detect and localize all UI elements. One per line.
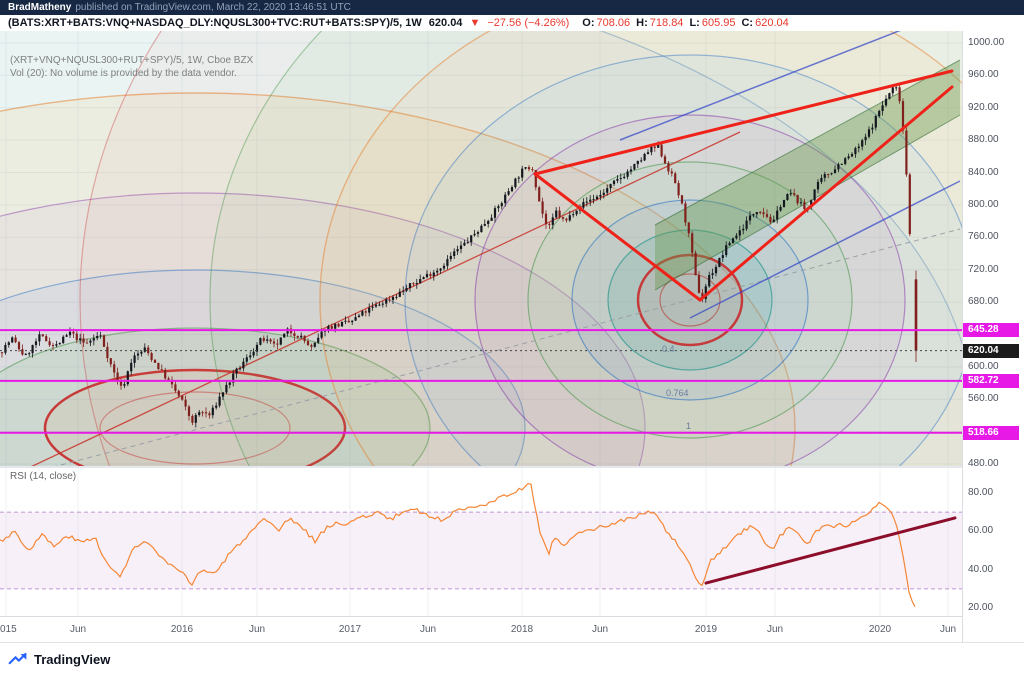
ohlc-row: O: 708.06 H: 718.84 L: 605.95 C: 620.04 xyxy=(576,15,788,31)
dashed-trendline xyxy=(55,228,961,466)
time-axis-label: 2017 xyxy=(338,624,362,635)
time-axis-label: Jun xyxy=(419,624,437,635)
price-axis-label: 840.00 xyxy=(968,166,999,178)
ohlc-value: 708.06 xyxy=(596,17,631,29)
ohlc-label: L: xyxy=(689,17,700,29)
author-name[interactable]: BradMatheny xyxy=(8,2,72,13)
time-axis-label: Jun xyxy=(69,624,87,635)
last-price: 620.04 xyxy=(428,17,463,29)
tradingview-logo-icon[interactable] xyxy=(8,650,28,668)
tradingview-wordmark[interactable]: TradingView xyxy=(34,651,111,667)
blue-channel-line[interactable] xyxy=(689,180,961,319)
price-axis-label: 600.00 xyxy=(968,360,999,372)
price-axis-label: 720.00 xyxy=(968,263,999,275)
time-axis-label: Jun xyxy=(939,624,957,635)
rsi-axis-label: 80.00 xyxy=(968,487,994,498)
time-axis-label: Jun xyxy=(248,624,266,635)
price-axis-label: 1000.00 xyxy=(968,37,1005,48)
red-triangle-trendline[interactable] xyxy=(698,85,954,302)
price-axis-label: 480.00 xyxy=(968,458,999,469)
green-channel[interactable] xyxy=(655,60,960,290)
main-price-chart[interactable]: 0.4 0.764 1 xyxy=(0,31,963,466)
rsi-line xyxy=(0,482,916,607)
ohlc-value: 605.95 xyxy=(701,17,736,29)
price-axis-label: 560.00 xyxy=(968,393,999,405)
red-triangle-trendline[interactable] xyxy=(533,172,702,302)
rsi-legend[interactable]: RSI (14, close) xyxy=(10,471,77,482)
price-axis-label: 800.00 xyxy=(968,198,999,210)
chart-legend-symbol: (XRT+VNQ+NQUSL300+RUT+SPY)/5, 1W, Cboe B… xyxy=(10,55,254,66)
ohlc-label: O: xyxy=(582,17,595,29)
chart-legend-volume: Vol (20): No volume is provided by the d… xyxy=(10,68,237,79)
fib-circles[interactable] xyxy=(0,31,963,466)
ohlc-value: 620.04 xyxy=(755,17,789,29)
time-axis[interactable]: 015 Jun 2016 Jun 2017 Jun 2018 Jun 2019 Jun 2020 Ju… xyxy=(0,616,963,643)
time-axis-label: Jun xyxy=(766,624,784,635)
time-axis-label: 2019 xyxy=(694,624,718,635)
fib-level-label: 0.764 xyxy=(666,388,689,398)
chart-legend[interactable]: (XRT+VNQ+NQUSL300+RUT+SPY)/5, 1W, Cboe B… xyxy=(10,54,253,80)
rsi-pane[interactable] xyxy=(0,468,963,616)
rsi-axis-label: 40.00 xyxy=(968,563,994,575)
ohlc-label: C: xyxy=(741,17,754,29)
long-term-trendline[interactable] xyxy=(20,131,741,466)
current-price-label: 620.04 xyxy=(963,343,1019,358)
rsi-axis-label: 60.00 xyxy=(968,525,994,537)
publish-bar: BradMatheny published on TradingView.com… xyxy=(0,0,1024,15)
price-axis-label: 680.00 xyxy=(968,296,999,308)
fib-level-label: 0.4 xyxy=(662,344,675,354)
time-axis-label: 2016 xyxy=(170,624,194,635)
symbol-title[interactable]: (BATS:XRT+BATS:VNQ+NASDAQ_DLY:NQUSL300+T… xyxy=(8,17,422,29)
ohlc-label: H: xyxy=(636,17,648,29)
level-price-label: 645.28 xyxy=(963,323,1019,338)
time-axis-label: 015 xyxy=(0,624,17,635)
time-axis-label: 2018 xyxy=(510,624,534,635)
symbol-info-bar: (BATS:XRT+BATS:VNQ+NASDAQ_DLY:NQUSL300+T… xyxy=(0,15,1024,31)
publish-info: published on TradingView.com, March 22, … xyxy=(75,2,351,13)
candlestick-series xyxy=(0,82,918,428)
rsi-band xyxy=(0,512,963,589)
red-triangle-trendline[interactable] xyxy=(533,69,954,176)
footer-bar: TradingView xyxy=(0,642,1024,674)
rsi-trendline[interactable] xyxy=(704,516,957,585)
price-axis-label: 920.00 xyxy=(968,101,999,113)
direction-arrow-icon: ▼ xyxy=(469,17,481,29)
fib-level-label: 1 xyxy=(686,421,691,431)
price-axis-label: 960.00 xyxy=(968,69,999,81)
time-axis-label: Jun xyxy=(591,624,609,635)
rsi-axis-label: 20.00 xyxy=(968,602,994,613)
price-axis-label: 760.00 xyxy=(968,231,999,243)
time-axis-label: 2020 xyxy=(868,624,892,635)
level-price-label: 518.66 xyxy=(963,425,1019,440)
ohlc-value: 718.84 xyxy=(649,17,684,29)
pane-separator[interactable] xyxy=(0,466,963,468)
price-axis[interactable]: 1000.00 960.00 920.00 880.00 840.00 800.00 760… xyxy=(962,31,1024,642)
level-price-label: 582.72 xyxy=(963,373,1019,388)
price-axis-label: 880.00 xyxy=(968,134,999,146)
blue-channel-line[interactable] xyxy=(619,31,960,141)
price-change: −27.56 (−4.26%) xyxy=(487,17,570,29)
fib-circles[interactable] xyxy=(79,31,963,466)
